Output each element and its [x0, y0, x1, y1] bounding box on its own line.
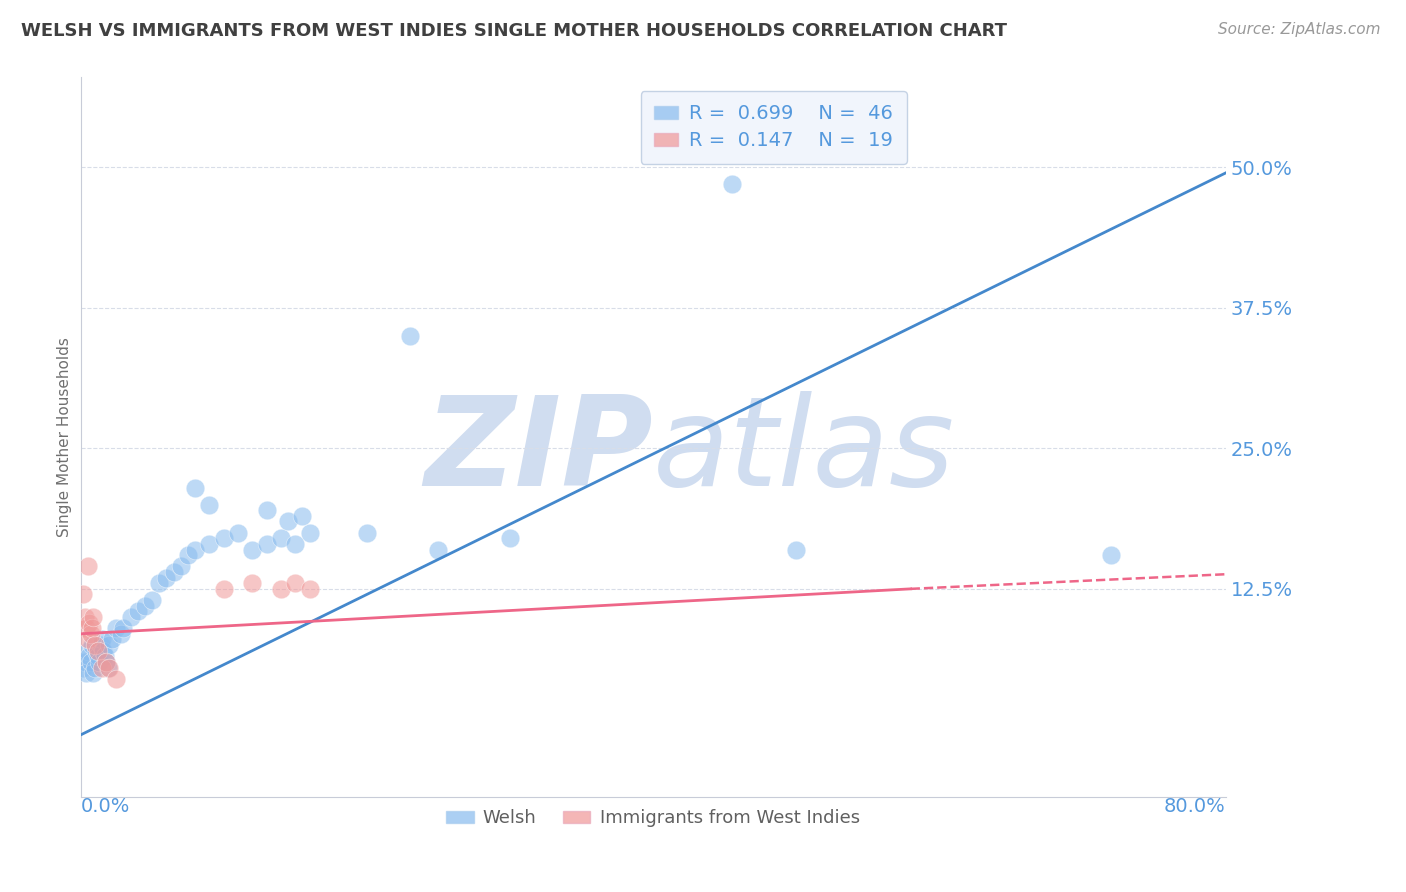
- Point: [82, 666, 104, 681]
- Point: [298, 582, 321, 596]
- Point: [76, 559, 98, 574]
- Point: [79, 655, 101, 669]
- Point: [148, 576, 170, 591]
- Point: [141, 593, 163, 607]
- Point: [277, 515, 299, 529]
- Point: [76, 643, 98, 657]
- Point: [90, 638, 112, 652]
- Point: [86, 643, 108, 657]
- Point: [256, 537, 278, 551]
- Point: [87, 655, 110, 669]
- Point: [427, 542, 450, 557]
- Point: [226, 525, 249, 540]
- Point: [499, 531, 522, 545]
- Point: [79, 627, 101, 641]
- Point: [177, 548, 200, 562]
- Point: [80, 638, 103, 652]
- Point: [785, 542, 807, 557]
- Point: [398, 329, 420, 343]
- Point: [105, 621, 128, 635]
- Point: [155, 571, 177, 585]
- Point: [270, 531, 292, 545]
- Point: [120, 610, 142, 624]
- Point: [270, 582, 292, 596]
- Point: [96, 655, 118, 669]
- Text: WELSH VS IMMIGRANTS FROM WEST INDIES SINGLE MOTHER HOUSEHOLDS CORRELATION CHART: WELSH VS IMMIGRANTS FROM WEST INDIES SIN…: [21, 22, 1007, 40]
- Point: [96, 655, 118, 669]
- Point: [75, 666, 97, 681]
- Point: [112, 621, 135, 635]
- Point: [1099, 548, 1122, 562]
- Point: [240, 542, 263, 557]
- Point: [284, 537, 307, 551]
- Point: [105, 672, 128, 686]
- Point: [80, 621, 103, 635]
- Point: [212, 531, 235, 545]
- Point: [184, 542, 207, 557]
- Point: [77, 649, 100, 664]
- Point: [77, 615, 100, 630]
- Point: [93, 643, 115, 657]
- Point: [91, 660, 114, 674]
- Point: [291, 508, 314, 523]
- Y-axis label: Single Mother Households: Single Mother Households: [58, 337, 72, 537]
- Point: [75, 621, 97, 635]
- Point: [110, 627, 132, 641]
- Point: [240, 576, 263, 591]
- Point: [91, 632, 114, 647]
- Text: ZIP: ZIP: [425, 391, 652, 512]
- Point: [73, 655, 96, 669]
- Point: [134, 599, 156, 613]
- Point: [198, 498, 221, 512]
- Text: atlas: atlas: [652, 391, 955, 512]
- Point: [76, 632, 98, 647]
- Point: [82, 610, 104, 624]
- Point: [73, 610, 96, 624]
- Point: [198, 537, 221, 551]
- Point: [184, 481, 207, 495]
- Point: [170, 559, 193, 574]
- Point: [98, 660, 121, 674]
- Point: [127, 604, 149, 618]
- Text: 0.0%: 0.0%: [80, 797, 129, 816]
- Point: [72, 660, 94, 674]
- Point: [86, 649, 108, 664]
- Point: [256, 503, 278, 517]
- Point: [284, 576, 307, 591]
- Point: [83, 638, 105, 652]
- Point: [72, 587, 94, 601]
- Point: [720, 178, 742, 192]
- Point: [212, 582, 235, 596]
- Text: Source: ZipAtlas.com: Source: ZipAtlas.com: [1218, 22, 1381, 37]
- Point: [84, 643, 107, 657]
- Legend: Welsh, Immigrants from West Indies: Welsh, Immigrants from West Indies: [439, 802, 868, 835]
- Point: [101, 632, 124, 647]
- Text: 80.0%: 80.0%: [1164, 797, 1226, 816]
- Point: [83, 660, 105, 674]
- Point: [94, 649, 117, 664]
- Point: [356, 525, 378, 540]
- Point: [162, 565, 184, 579]
- Point: [98, 638, 121, 652]
- Point: [298, 525, 321, 540]
- Point: [97, 660, 120, 674]
